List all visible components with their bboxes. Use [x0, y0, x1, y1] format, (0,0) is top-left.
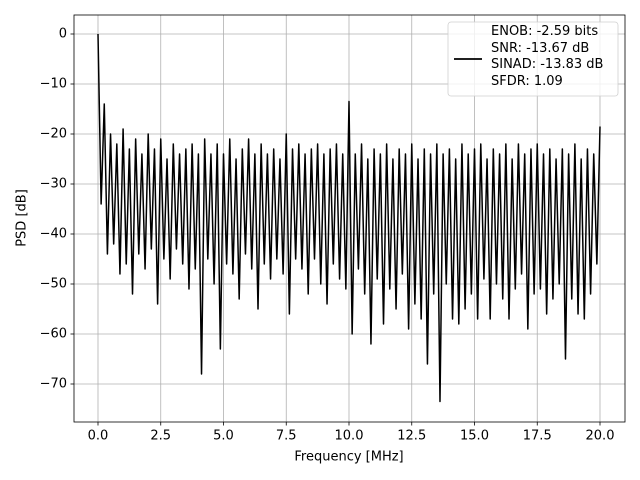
- y-tick-label: −30: [40, 177, 67, 192]
- x-tick-label: 0.0: [88, 429, 109, 444]
- x-tick-label: 7.5: [276, 429, 297, 444]
- x-axis-label: Frequency [MHz]: [294, 450, 403, 465]
- x-tick-label: 20.0: [586, 429, 615, 444]
- y-tick-label: 0: [59, 27, 67, 42]
- y-tick-label: −60: [40, 327, 67, 342]
- y-tick-label: −10: [40, 77, 67, 92]
- x-tick-label: 15.0: [460, 429, 489, 444]
- x-tick-label: 17.5: [523, 429, 552, 444]
- x-tick-label: 10.0: [335, 429, 364, 444]
- y-tick-label: −20: [40, 127, 67, 142]
- x-tick-label: 5.0: [213, 429, 234, 444]
- plot-frame: [73, 14, 626, 423]
- x-tick-label: 12.5: [397, 429, 426, 444]
- legend-label: ENOB: -2.59 bits SNR: -13.67 dB SINAD: -…: [491, 24, 604, 90]
- legend-box: [447, 21, 619, 97]
- y-tick-label: −40: [40, 227, 67, 242]
- y-tick-label: −50: [40, 277, 67, 292]
- y-tick-label: −70: [40, 377, 67, 392]
- x-tick-label: 2.5: [150, 429, 171, 444]
- psd-line: [97, 33, 601, 403]
- y-axis-label: PSD [dB]: [15, 189, 30, 247]
